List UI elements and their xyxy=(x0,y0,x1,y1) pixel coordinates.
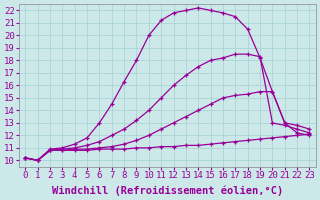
X-axis label: Windchill (Refroidissement éolien,°C): Windchill (Refroidissement éolien,°C) xyxy=(52,185,283,196)
